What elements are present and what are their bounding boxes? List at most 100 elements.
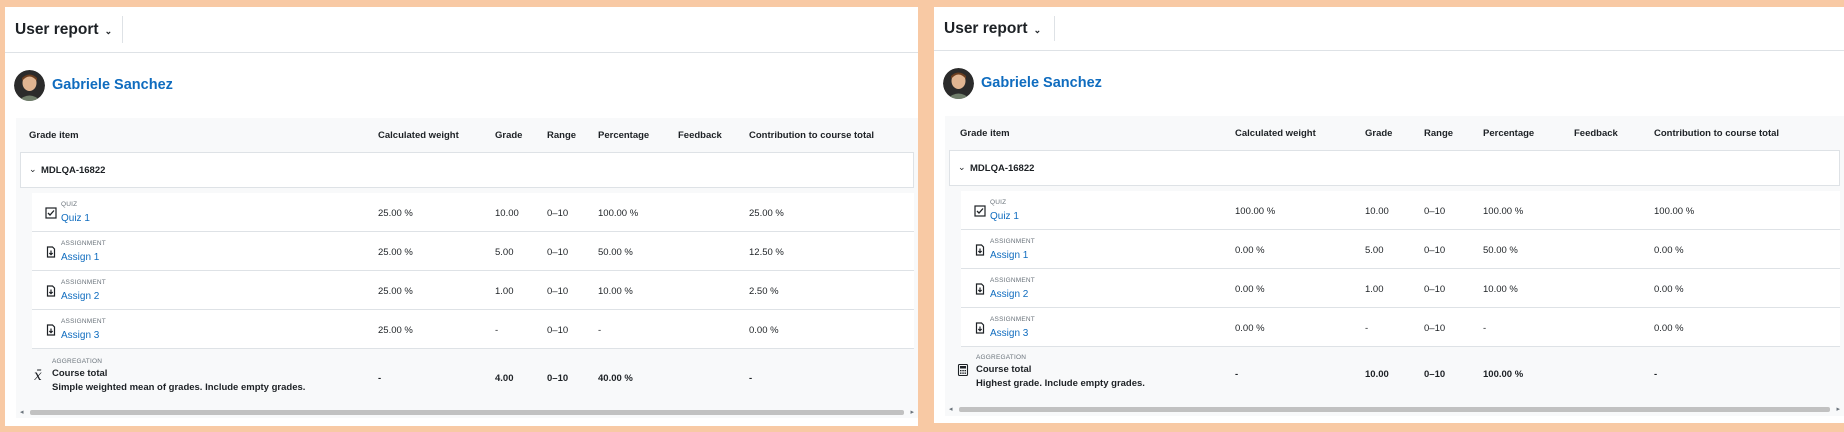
category-name: MDLQA-16822: [970, 163, 1035, 174]
grade-item-link[interactable]: Assign 3: [61, 330, 100, 341]
col-feedback: Feedback: [678, 130, 722, 141]
user-info: Gabriele Sanchez: [5, 53, 918, 117]
percentage-value: -: [598, 325, 602, 336]
range-value: 0–10: [547, 247, 569, 258]
table-row: ASSIGNMENT Assign 1 25.00 % 5.00 0–10 50…: [32, 232, 914, 271]
table-row: QUIZ Quiz 1 100.00 % 10.00 0–10 100.00 %…: [961, 191, 1840, 230]
course-total-label: Course total: [976, 364, 1032, 375]
col-calculated-weight: Calculated weight: [378, 130, 459, 141]
total-contribution: -: [1654, 369, 1658, 380]
chevron-down-icon: ⌄: [1033, 24, 1042, 35]
range-value: 0–10: [547, 208, 569, 219]
avatar[interactable]: [14, 69, 45, 101]
weight-value: 100.00 %: [1235, 206, 1276, 217]
item-type: QUIZ: [61, 201, 78, 208]
aggregation-description: Simple weighted mean of grades. Include …: [52, 382, 306, 393]
scroll-thumb[interactable]: [30, 410, 904, 415]
grade-item-link[interactable]: Quiz 1: [61, 213, 90, 224]
range-value: 0–10: [1424, 284, 1446, 295]
report-header: User report ⌄: [934, 7, 1844, 51]
contribution-value: 2.50 %: [749, 286, 779, 297]
category-row[interactable]: ⌄ MDLQA-16822: [949, 150, 1840, 186]
percentage-value: 50.00 %: [1483, 245, 1518, 256]
scroll-left-icon[interactable]: ◂: [949, 406, 953, 413]
grade-item-link[interactable]: Assign 3: [990, 328, 1029, 339]
range-value: 0–10: [547, 325, 569, 336]
scroll-right-icon[interactable]: ▸: [910, 409, 914, 416]
horizontal-scrollbar[interactable]: ◂ ▸: [20, 407, 914, 417]
contribution-value: 0.00 %: [1654, 245, 1684, 256]
col-feedback: Feedback: [1574, 128, 1618, 139]
percentage-value: 100.00 %: [1483, 206, 1524, 217]
grade-value: 5.00: [495, 247, 514, 258]
assignment-icon: [46, 246, 56, 258]
user-report-panel-right: User report ⌄ Gabriele Sanchez Grade item…: [934, 7, 1844, 423]
table-row: ASSIGNMENT Assign 1 0.00 % 5.00 0–10 50.…: [961, 230, 1840, 269]
total-percentage: 40.00 %: [598, 373, 633, 384]
assignment-icon: [46, 324, 56, 336]
col-percentage: Percentage: [1483, 128, 1535, 139]
item-type: AGGREGATION: [976, 354, 1027, 361]
scroll-left-icon[interactable]: ◂: [20, 409, 24, 416]
grade-value: 1.00: [495, 286, 514, 297]
report-selector[interactable]: User report ⌄: [15, 21, 112, 39]
range-value: 0–10: [1424, 245, 1446, 256]
course-total-row: AGGREGATION Course total Highest grade. …: [945, 348, 1844, 400]
category-row[interactable]: ⌄ MDLQA-16822: [20, 152, 914, 188]
percentage-value: -: [1483, 323, 1487, 334]
grade-item-link[interactable]: Assign 1: [61, 252, 100, 263]
total-range: 0–10: [1424, 369, 1446, 380]
grade-value: 10.00: [495, 208, 519, 219]
contribution-value: 0.00 %: [749, 325, 779, 336]
user-name-link[interactable]: Gabriele Sanchez: [52, 77, 173, 93]
chevron-down-icon[interactable]: ⌄: [29, 164, 37, 174]
report-selector[interactable]: User report ⌄: [944, 20, 1041, 38]
weight-value: 0.00 %: [1235, 323, 1265, 334]
scroll-right-icon[interactable]: ▸: [1836, 406, 1840, 413]
grade-value: 5.00: [1365, 245, 1384, 256]
table-row: ASSIGNMENT Assign 3 0.00 % - 0–10 - 0.00…: [961, 308, 1840, 347]
report-title: User report: [15, 20, 99, 38]
category-name: MDLQA-16822: [41, 165, 106, 176]
total-grade: 10.00: [1365, 369, 1389, 380]
weight-value: 0.00 %: [1235, 245, 1265, 256]
total-range: 0–10: [547, 373, 569, 384]
table-row: ASSIGNMENT Assign 2 25.00 % 1.00 0–10 10…: [32, 271, 914, 310]
percentage-value: 50.00 %: [598, 247, 633, 258]
col-range: Range: [1424, 128, 1454, 139]
item-type: ASSIGNMENT: [61, 279, 106, 286]
grade-item-link[interactable]: Quiz 1: [990, 211, 1019, 222]
course-total-label: Course total: [52, 368, 108, 379]
total-percentage: 100.00 %: [1483, 369, 1524, 380]
user-name-link[interactable]: Gabriele Sanchez: [981, 75, 1102, 91]
grade-value: -: [495, 325, 499, 336]
weight-value: 0.00 %: [1235, 284, 1265, 295]
horizontal-scrollbar[interactable]: ◂ ▸: [949, 404, 1840, 414]
sigma-icon: x̄: [34, 368, 42, 384]
grade-value: 1.00: [1365, 284, 1384, 295]
grade-item-link[interactable]: Assign 2: [61, 291, 100, 302]
assignment-icon: [975, 283, 985, 295]
grade-table: Grade item Calculated weight Grade Range…: [16, 118, 918, 418]
scroll-thumb[interactable]: [959, 407, 1830, 412]
item-type: QUIZ: [990, 199, 1007, 206]
col-grade: Grade: [1365, 128, 1393, 139]
chevron-down-icon: ⌄: [104, 25, 113, 36]
item-type: AGGREGATION: [52, 358, 103, 365]
header-divider: [1054, 16, 1055, 41]
quiz-icon: [45, 207, 57, 219]
contribution-value: 25.00 %: [749, 208, 784, 219]
item-type: ASSIGNMENT: [990, 316, 1035, 323]
total-grade: 4.00: [495, 373, 514, 384]
assignment-icon: [975, 244, 985, 256]
range-value: 0–10: [547, 286, 569, 297]
grade-item-link[interactable]: Assign 1: [990, 250, 1029, 261]
chevron-down-icon[interactable]: ⌄: [958, 162, 966, 172]
user-report-panel-left: User report ⌄ Gabriele Sanchez Grade item…: [5, 7, 918, 426]
avatar[interactable]: [943, 67, 974, 99]
contribution-value: 12.50 %: [749, 247, 784, 258]
table-header-row: Grade item Calculated weight Grade Range…: [945, 116, 1844, 144]
item-type: ASSIGNMENT: [61, 318, 106, 325]
calculator-icon: [957, 364, 969, 376]
grade-item-link[interactable]: Assign 2: [990, 289, 1029, 300]
